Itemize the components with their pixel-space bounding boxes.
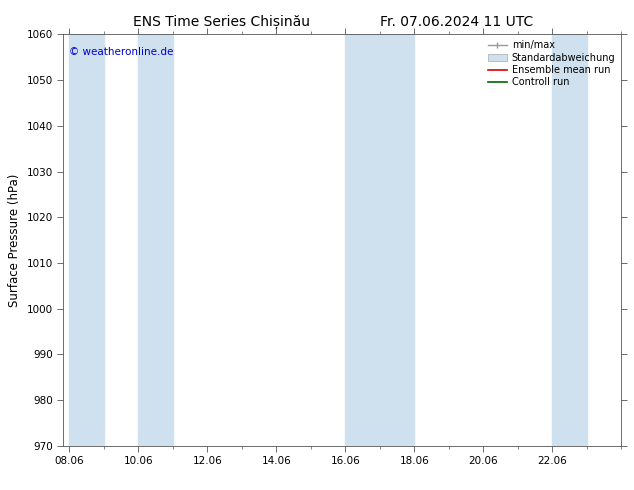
Bar [346, 34, 380, 446]
Legend: min/max, Standardabweichung, Ensemble mean run, Controll run: min/max, Standardabweichung, Ensemble me… [484, 36, 619, 91]
Text: Fr. 07.06.2024 11 UTC: Fr. 07.06.2024 11 UTC [380, 15, 533, 29]
Bar [69, 34, 104, 446]
Bar [138, 34, 172, 446]
Text: ENS Time Series Chișinău: ENS Time Series Chișinău [133, 15, 311, 29]
Bar [380, 34, 414, 446]
Y-axis label: Surface Pressure (hPa): Surface Pressure (hPa) [8, 173, 21, 307]
Bar [552, 34, 587, 446]
Text: © weatheronline.de: © weatheronline.de [69, 47, 173, 57]
